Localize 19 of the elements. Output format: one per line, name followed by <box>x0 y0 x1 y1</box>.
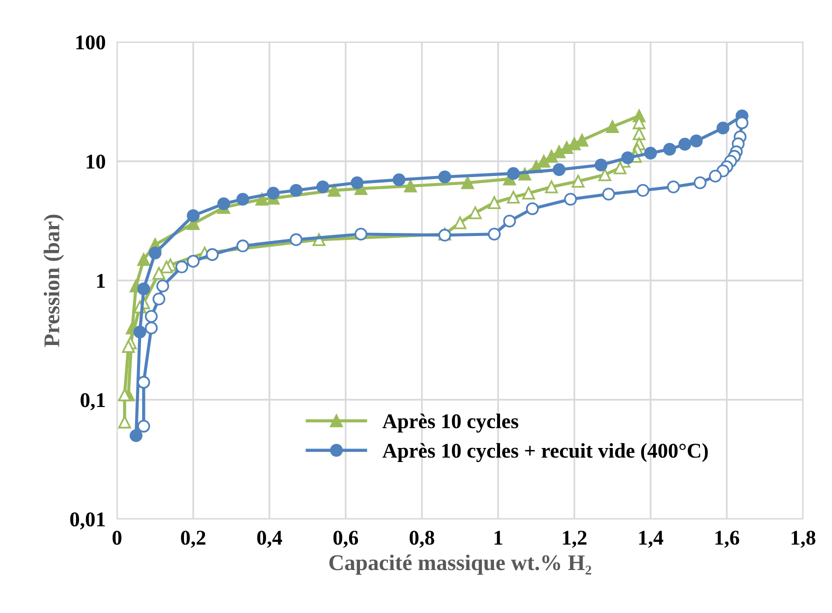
x-tick-label: 1,6 <box>715 530 740 548</box>
x-tick-label: 0,8 <box>410 530 434 548</box>
x-tick-label: 1 <box>494 530 502 545</box>
x-axis-title: Capacité massique wt.% H₂ <box>329 554 592 575</box>
x-tick-label: 0 <box>112 530 122 545</box>
y-tick-label: 0,01 <box>70 512 105 530</box>
x-tick-label: 1,2 <box>562 530 586 548</box>
legend-label: Après 10 cycles <box>382 414 518 433</box>
x-tick-label: 0,2 <box>180 530 206 548</box>
legend-label: Après 10 cycles + recuit vide (400°C) <box>382 443 708 462</box>
x-tick-label: 1,4 <box>639 530 664 548</box>
x-tick-label: 1,8 <box>792 530 816 548</box>
y-tick-label: 10 <box>86 154 106 169</box>
y-tick-label: 0,1 <box>80 393 105 410</box>
x-tick-label: 0,6 <box>333 530 358 548</box>
y-tick-label: 1 <box>97 274 105 288</box>
y-axis-title: Pression (bar) <box>44 214 64 347</box>
y-tick-label: 100 <box>76 35 106 50</box>
x-tick-label: 0,4 <box>257 530 282 548</box>
